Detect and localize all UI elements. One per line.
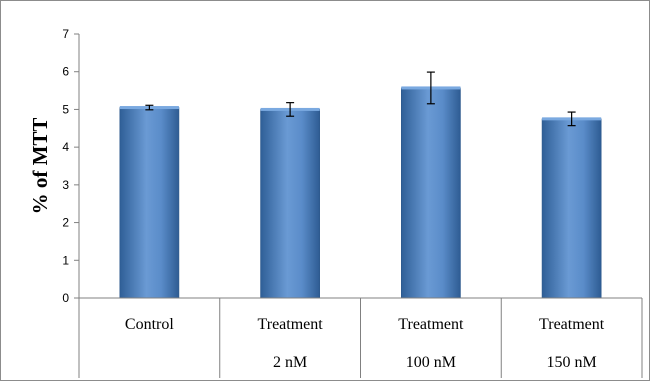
- x-tick-sublabel: 2 nM: [273, 354, 307, 371]
- y-axis: 0 1 2 3 4 5 6 7: [62, 27, 80, 305]
- y-tick-label: 5: [62, 102, 69, 116]
- bar: [541, 118, 602, 299]
- y-axis-label: % of MTT: [28, 118, 52, 215]
- x-tick-label: Control: [125, 316, 174, 333]
- y-tick-label: 4: [62, 140, 69, 154]
- x-axis: Control Treatment 2 nM Treatment 100 nM Treat…: [78, 297, 643, 378]
- y-tick-label: 0: [62, 291, 69, 305]
- bars: [119, 71, 602, 299]
- bar: [401, 87, 461, 299]
- y-tick-label: 6: [62, 65, 69, 79]
- bar: [260, 109, 320, 299]
- y-tick-label: 2: [62, 216, 69, 230]
- bar: [119, 107, 180, 299]
- x-tick-label: Treatment: [539, 316, 605, 333]
- x-tick-label: Treatment: [258, 316, 324, 333]
- y-tick-label: 1: [62, 253, 69, 267]
- y-tick-label: 3: [62, 178, 69, 192]
- y-tick-label: 7: [62, 27, 69, 41]
- x-tick-label: Treatment: [398, 316, 464, 333]
- x-tick-sublabel: 100 nM: [406, 354, 456, 371]
- x-tick-sublabel: 150 nM: [547, 354, 597, 371]
